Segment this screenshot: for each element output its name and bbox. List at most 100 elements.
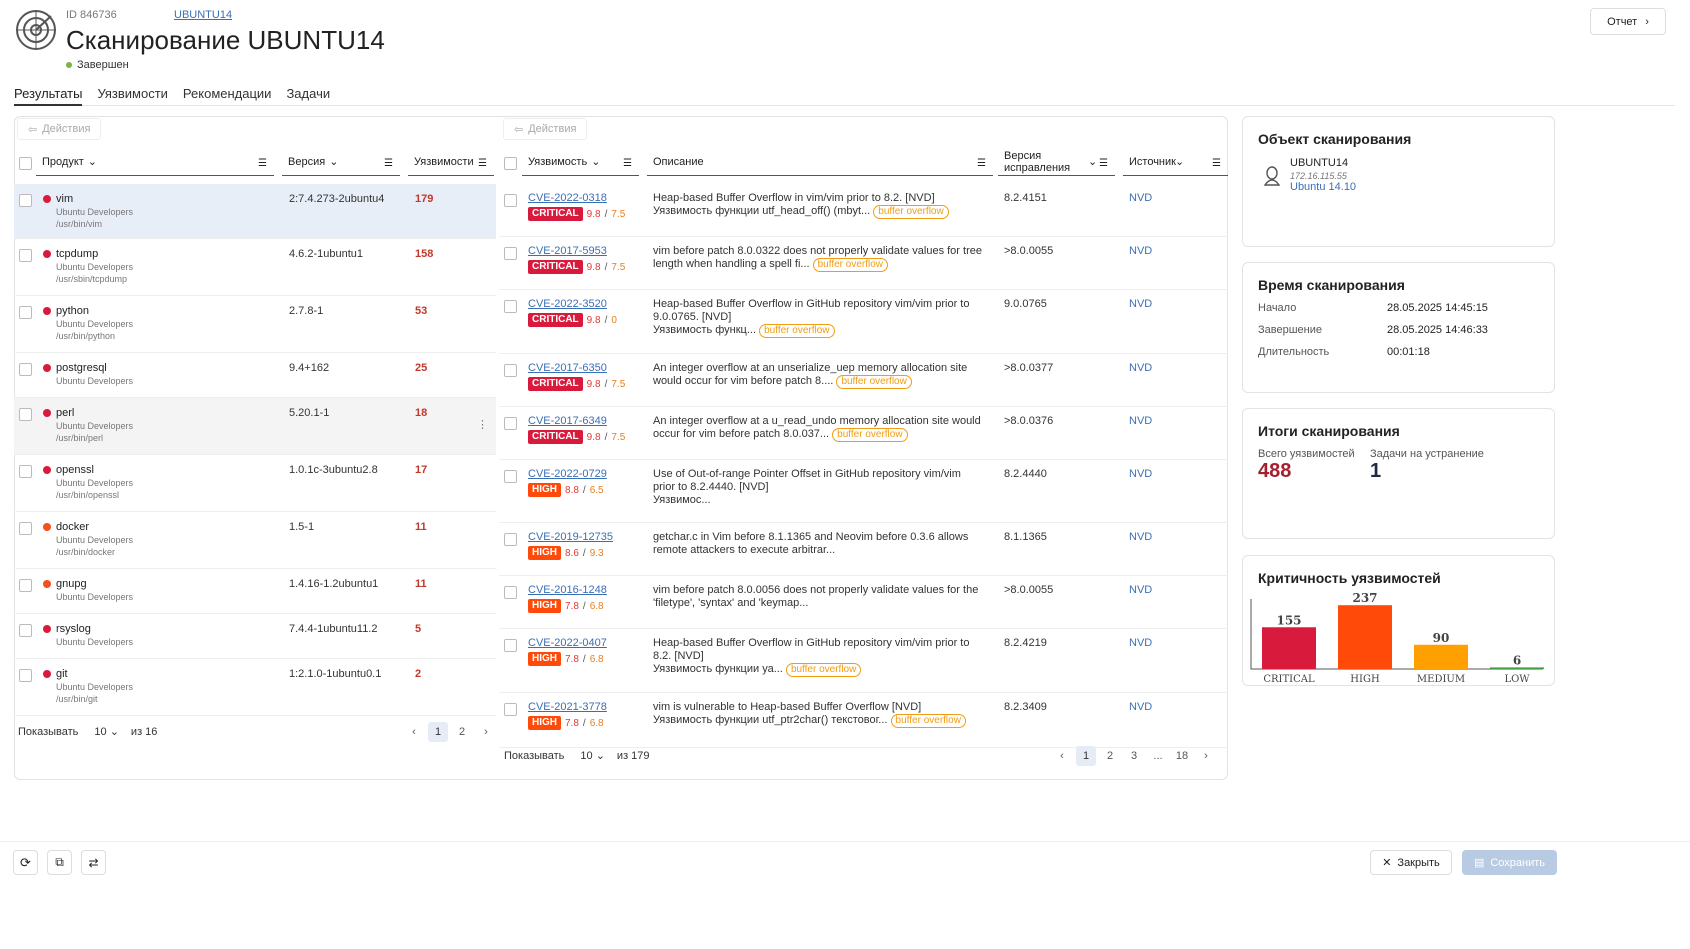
report-button[interactable]: Отчет › <box>1590 8 1666 35</box>
vuln-row[interactable]: CVE-2022-3520 CRITICAL 9.8 / 0 Heap-base… <box>499 290 1228 354</box>
row-checkbox[interactable] <box>19 249 32 262</box>
next-page-icon[interactable]: › <box>484 725 488 738</box>
product-row[interactable]: tcpdump Ubuntu Developers /usr/sbin/tcpd… <box>14 239 496 296</box>
cve-link[interactable]: CVE-2022-0318 <box>528 192 607 204</box>
row-checkbox[interactable] <box>19 624 32 637</box>
row-checkbox[interactable] <box>504 300 517 313</box>
vuln-row[interactable]: CVE-2019-12735 HIGH 8.6 / 9.3 getchar.c … <box>499 523 1228 576</box>
row-checkbox[interactable] <box>504 417 517 430</box>
source-link[interactable]: NVD <box>1129 298 1153 310</box>
source-link[interactable]: NVD <box>1129 701 1153 713</box>
page-1[interactable]: 1 <box>428 721 448 742</box>
scan-object-os[interactable]: Ubuntu 14.10 <box>1290 181 1357 193</box>
select-all-products-checkbox[interactable] <box>19 157 32 170</box>
col-product[interactable]: Продукт ⌄ ☰ <box>36 148 274 176</box>
vuln-tag[interactable]: buffer overflow <box>759 324 835 338</box>
source-link[interactable]: NVD <box>1129 415 1153 427</box>
more-icon[interactable]: ⋮ <box>477 419 488 431</box>
row-checkbox[interactable] <box>19 408 32 421</box>
cve-link[interactable]: CVE-2016-1248 <box>528 584 607 596</box>
product-row[interactable]: perl Ubuntu Developers /usr/bin/perl 5.2… <box>14 398 496 455</box>
row-checkbox[interactable] <box>504 194 517 207</box>
cve-link[interactable]: CVE-2022-3520 <box>528 298 607 310</box>
product-row[interactable]: vim Ubuntu Developers /usr/bin/vim 2:7.4… <box>14 184 496 239</box>
cve-link[interactable]: CVE-2021-3778 <box>528 701 607 713</box>
vuln-row[interactable]: CVE-2017-6350 CRITICAL 9.8 / 7.5 An inte… <box>499 354 1228 407</box>
source-link[interactable]: NVD <box>1129 245 1153 257</box>
host-link[interactable]: UBUNTU14 <box>174 9 233 21</box>
source-link[interactable]: NVD <box>1129 362 1153 374</box>
product-row[interactable]: postgresql Ubuntu Developers 9.4+162 25 <box>14 353 496 398</box>
product-row[interactable]: gnupg Ubuntu Developers 1.4.16-1.2ubuntu… <box>14 569 496 614</box>
compare-button[interactable]: ⇄ <box>81 850 106 875</box>
cve-link[interactable]: CVE-2022-0407 <box>528 637 607 649</box>
cve-link[interactable]: CVE-2017-6350 <box>528 362 607 374</box>
tab-vulnerabilities[interactable]: Уязвимости <box>97 86 168 101</box>
vuln-tag[interactable]: buffer overflow <box>785 663 862 677</box>
row-checkbox[interactable] <box>504 364 517 377</box>
vuln-row[interactable]: CVE-2017-5953 CRITICAL 9.8 / 7.5 vim bef… <box>499 237 1228 290</box>
row-checkbox[interactable] <box>19 522 32 535</box>
prev-page-icon[interactable]: ‹ <box>412 725 416 738</box>
page-1[interactable]: 1 <box>1076 745 1096 766</box>
tab-recommendations[interactable]: Рекомендации <box>182 86 272 101</box>
page-3[interactable]: 3 <box>1130 749 1138 762</box>
vuln-row[interactable]: CVE-2021-3778 HIGH 7.8 / 6.8 vim is vuln… <box>499 693 1228 748</box>
cve-link[interactable]: CVE-2017-6349 <box>528 415 607 427</box>
row-checkbox[interactable] <box>504 703 517 716</box>
vuln-row[interactable]: CVE-2016-1248 HIGH 7.8 / 6.8 vim before … <box>499 576 1228 629</box>
row-checkbox[interactable] <box>504 586 517 599</box>
cve-link[interactable]: CVE-2022-0729 <box>528 468 607 480</box>
vuln-tag[interactable]: buffer overflow <box>812 258 889 272</box>
vuln-row[interactable]: CVE-2022-0318 CRITICAL 9.8 / 7.5 Heap-ba… <box>499 184 1228 237</box>
col-vulns[interactable]: Уязвимости ☰ <box>408 148 494 176</box>
source-link[interactable]: NVD <box>1129 468 1153 480</box>
row-checkbox[interactable] <box>19 669 32 682</box>
vuln-tag[interactable]: buffer overflow <box>832 428 908 442</box>
product-row[interactable]: git Ubuntu Developers /usr/bin/git 1:2.1… <box>14 659 496 716</box>
vuln-tag[interactable]: buffer overflow <box>836 375 912 389</box>
source-link[interactable]: NVD <box>1129 531 1153 543</box>
copy-button[interactable]: ⧉ <box>47 850 72 875</box>
row-checkbox[interactable] <box>19 306 32 319</box>
page-18[interactable]: 18 <box>1175 749 1189 762</box>
row-checkbox[interactable] <box>504 470 517 483</box>
cve-link[interactable]: CVE-2019-12735 <box>528 531 614 543</box>
col-fix-version[interactable]: Версия исправления ⌄ ☰ <box>998 148 1115 176</box>
row-checkbox[interactable] <box>19 194 32 207</box>
vuln-tag[interactable]: buffer overflow <box>890 714 966 728</box>
save-button[interactable]: ▤ Сохранить <box>1462 850 1557 875</box>
row-checkbox[interactable] <box>504 533 517 546</box>
col-version[interactable]: Версия ⌄ ☰ <box>282 148 400 176</box>
row-checkbox[interactable] <box>504 639 517 652</box>
vuln-tag[interactable]: buffer overflow <box>873 205 949 219</box>
row-checkbox[interactable] <box>19 363 32 376</box>
source-link[interactable]: NVD <box>1129 584 1153 596</box>
products-actions-button[interactable]: ⇦ Действия <box>17 118 102 140</box>
product-row[interactable]: rsyslog Ubuntu Developers 7.4.4-1ubuntu1… <box>14 614 496 659</box>
page-2[interactable]: 2 <box>458 725 466 738</box>
source-link[interactable]: NVD <box>1129 637 1153 649</box>
refresh-button[interactable]: ⟳ <box>13 850 38 875</box>
cve-link[interactable]: CVE-2017-5953 <box>528 245 607 257</box>
close-button[interactable]: ✕ Закрыть <box>1370 850 1452 875</box>
vuln-row[interactable]: CVE-2022-0729 HIGH 8.8 / 6.5 Use of Out-… <box>499 460 1228 523</box>
tab-tasks[interactable]: Задачи <box>286 86 331 101</box>
product-row[interactable]: openssl Ubuntu Developers /usr/bin/opens… <box>14 455 496 512</box>
row-checkbox[interactable] <box>19 579 32 592</box>
row-checkbox[interactable] <box>504 247 517 260</box>
vuln-row[interactable]: CVE-2022-0407 HIGH 7.8 / 6.8 Heap-based … <box>499 629 1228 693</box>
col-source[interactable]: Источник ⌄ ☰ <box>1123 148 1228 176</box>
product-row[interactable]: python Ubuntu Developers /usr/bin/python… <box>14 296 496 353</box>
vulns-actions-button[interactable]: ⇦ Действия <box>503 118 588 140</box>
select-all-vulns-checkbox[interactable] <box>504 157 517 170</box>
next-page-icon[interactable]: › <box>1204 749 1208 762</box>
col-vuln[interactable]: Уязвимость ⌄ ☰ <box>522 148 639 176</box>
page-size-select[interactable]: 10 ⌄ <box>580 750 605 762</box>
page-size-select[interactable]: 10 ⌄ <box>94 726 119 738</box>
tab-results[interactable]: Результаты <box>14 86 83 106</box>
vuln-row[interactable]: CVE-2017-6349 CRITICAL 9.8 / 7.5 An inte… <box>499 407 1228 460</box>
col-description[interactable]: Описание ☰ <box>647 148 993 176</box>
source-link[interactable]: NVD <box>1129 192 1153 204</box>
row-checkbox[interactable] <box>19 465 32 478</box>
